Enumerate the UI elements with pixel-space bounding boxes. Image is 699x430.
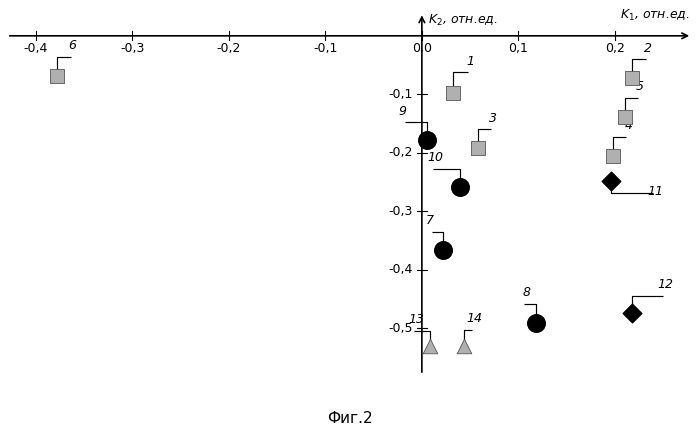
Point [473, 144, 484, 151]
Text: $K_2$, отн.ед.: $K_2$, отн.ед. [428, 13, 498, 28]
Text: -0,4: -0,4 [24, 42, 48, 55]
Point [424, 342, 435, 349]
Text: -0,1: -0,1 [389, 88, 413, 101]
Text: $K_1$, отн.ед.: $K_1$, отн.ед. [620, 8, 690, 23]
Text: 0,0: 0,0 [412, 42, 432, 55]
Text: -0,5: -0,5 [389, 322, 413, 335]
Point [447, 90, 459, 97]
Text: -0,3: -0,3 [389, 205, 413, 218]
Point [607, 152, 619, 159]
Text: 12: 12 [657, 278, 673, 292]
Text: -0,2: -0,2 [389, 146, 413, 159]
Text: 4: 4 [624, 119, 633, 132]
Point [605, 178, 617, 184]
Point [530, 320, 541, 327]
Point [459, 342, 470, 349]
Text: -0,4: -0,4 [389, 263, 413, 276]
Text: 6: 6 [69, 39, 77, 52]
Text: -0,1: -0,1 [313, 42, 338, 55]
Text: 13: 13 [408, 313, 424, 326]
Text: 2: 2 [644, 42, 651, 55]
Text: Фиг.2: Фиг.2 [326, 411, 373, 426]
Text: 7: 7 [426, 214, 433, 227]
Text: 8: 8 [522, 286, 530, 299]
Text: 9: 9 [398, 104, 407, 118]
Text: 0,1: 0,1 [508, 42, 528, 55]
Text: 1: 1 [466, 55, 474, 68]
Point [52, 72, 63, 79]
Point [421, 136, 432, 143]
Text: -0,2: -0,2 [217, 42, 241, 55]
Point [438, 247, 449, 254]
Point [626, 74, 637, 81]
Text: 0,2: 0,2 [605, 42, 625, 55]
Point [626, 310, 637, 316]
Text: 11: 11 [647, 185, 663, 198]
Text: 10: 10 [427, 151, 443, 164]
Point [619, 113, 630, 120]
Point [455, 183, 466, 190]
Text: -0,3: -0,3 [120, 42, 145, 55]
Text: 14: 14 [466, 312, 482, 325]
Text: 5: 5 [636, 80, 644, 93]
Text: 3: 3 [489, 112, 497, 125]
